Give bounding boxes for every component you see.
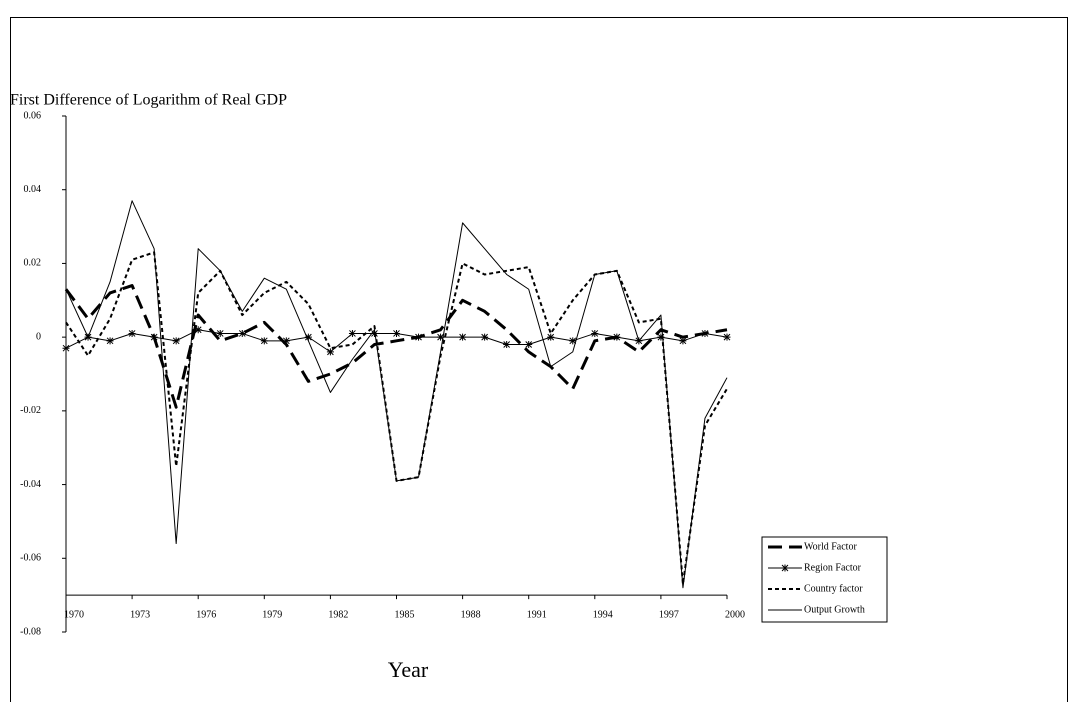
x-tick-label: 1970 xyxy=(64,609,84,620)
y-tick-label: -0.08 xyxy=(20,626,41,637)
series-marker xyxy=(128,329,136,337)
series-line xyxy=(65,200,728,589)
chart-frame xyxy=(10,17,1068,702)
series-marker xyxy=(216,329,224,337)
series-marker xyxy=(679,337,687,345)
series-marker xyxy=(106,337,114,345)
series-marker xyxy=(613,333,621,341)
series-marker xyxy=(525,341,533,349)
x-tick-label: 1994 xyxy=(593,609,613,620)
series-marker xyxy=(238,329,246,337)
series-marker xyxy=(172,337,180,345)
series-marker xyxy=(547,333,555,341)
series-marker xyxy=(569,337,577,345)
series-marker xyxy=(62,344,70,352)
x-tick-label: 1991 xyxy=(527,609,547,620)
legend-label: Region Factor xyxy=(804,562,862,573)
x-tick-label: 1997 xyxy=(659,609,679,620)
legend-box xyxy=(761,536,888,623)
series-marker xyxy=(282,337,290,345)
y-tick-label: -0.02 xyxy=(20,405,41,416)
series-marker xyxy=(194,326,202,334)
y-tick-label: 0 xyxy=(36,331,41,342)
series-marker xyxy=(723,333,731,341)
series-marker xyxy=(437,333,445,341)
series-marker xyxy=(348,329,356,337)
y-tick-label: 0.04 xyxy=(24,184,42,195)
y-tick-label: -0.06 xyxy=(20,553,41,564)
series-marker xyxy=(481,333,489,341)
x-tick-label: 1982 xyxy=(328,609,348,620)
y-tick-label: 0.02 xyxy=(24,258,42,269)
series-marker xyxy=(591,329,599,337)
y-tick-label: 0.06 xyxy=(24,110,42,121)
y-tick-label: -0.04 xyxy=(20,479,41,490)
x-tick-label: 1985 xyxy=(395,609,415,620)
legend-label: Country factor xyxy=(804,583,863,594)
series-marker xyxy=(701,329,709,337)
series-marker xyxy=(304,333,312,341)
series-line xyxy=(64,284,728,409)
series-marker xyxy=(370,329,378,337)
series-marker xyxy=(459,333,467,341)
chart-subtitle: First Difference of Logarithm of Real GD… xyxy=(10,92,287,109)
x-axis-label: Year xyxy=(388,657,429,682)
series-marker xyxy=(657,333,665,341)
x-tick-label: 2000 xyxy=(725,609,745,620)
legend-label: Output Growth xyxy=(804,604,865,615)
series-marker xyxy=(415,333,423,341)
series-marker xyxy=(503,341,511,349)
x-tick-label: 1973 xyxy=(130,609,150,620)
x-tick-label: 1988 xyxy=(461,609,481,620)
legend-marker xyxy=(781,564,789,572)
series-marker xyxy=(326,348,334,356)
series-marker xyxy=(260,337,268,345)
series-line xyxy=(65,251,728,586)
series-marker xyxy=(393,329,400,337)
x-tick-label: 1976 xyxy=(196,609,216,620)
x-tick-label: 1979 xyxy=(262,609,282,620)
legend-label: World Factor xyxy=(804,541,857,552)
series-marker xyxy=(150,333,158,341)
